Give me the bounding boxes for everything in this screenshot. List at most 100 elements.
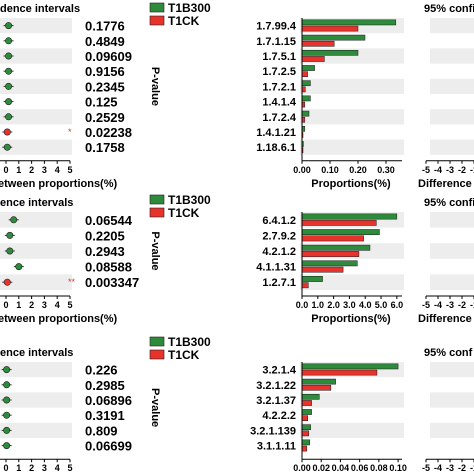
- ci-tick-label: 3: [42, 463, 47, 473]
- bar-tick-label: 2.0: [327, 300, 340, 310]
- ci-point: [3, 411, 11, 419]
- p-value-label: 0.003347: [85, 275, 139, 290]
- p-value-label: 0.02238: [85, 125, 132, 140]
- bar-t1b300: [301, 276, 323, 282]
- category-label: 3.2.1.22: [256, 380, 296, 392]
- bar-t1ck: [301, 282, 309, 289]
- category-label: 1.7.99.4: [256, 21, 297, 33]
- legend-swatch-t1ck: [149, 15, 165, 26]
- ci-point: [3, 278, 11, 286]
- ci-tick-label: 2: [29, 463, 34, 473]
- right-x-axis-label: Difference: [418, 313, 472, 325]
- bar-t1b300: [301, 409, 312, 415]
- right-tick-label: -2: [458, 165, 466, 175]
- category-label: 1.4.1.4: [262, 97, 297, 109]
- bar-stripe: [300, 392, 404, 408]
- p-value-label: 0.1776: [85, 19, 125, 34]
- ci-tick-label: 4: [55, 300, 60, 310]
- ci-tick-label: 4: [55, 165, 60, 175]
- right-tick-label: -4: [434, 463, 442, 473]
- p-value-label: 0.4849: [85, 34, 125, 49]
- ci-stripe: [0, 422, 72, 438]
- ci-x-axis-label: etween proportions(%): [0, 178, 118, 190]
- bar-t1ck: [301, 25, 359, 32]
- right-tick-label: -2: [458, 463, 466, 473]
- legend-label-t1b300: T1B300: [168, 335, 211, 349]
- ci-point: [15, 263, 23, 271]
- right-tick-label: -5: [422, 300, 430, 310]
- ci-point: [3, 396, 11, 404]
- category-label: 1.18.6.1: [256, 142, 296, 154]
- bar-tick-label: 4.0: [359, 300, 372, 310]
- p-value-label: 0.9156: [85, 64, 125, 79]
- bar-t1b300: [301, 244, 371, 251]
- bar-t1ck: [301, 235, 364, 242]
- category-label: 1.7.2.1: [262, 81, 296, 93]
- ci-panel-title: ence intervals: [0, 197, 73, 209]
- panel-1: dence intervals 0 1 2 3 4 5 etween proportions(…: [0, 1, 474, 190]
- bar-tick-label: 0.00: [293, 165, 311, 175]
- bar-t1ck: [301, 71, 308, 78]
- bar-t1b300: [301, 260, 358, 267]
- legend-swatch-t1ck: [149, 207, 165, 218]
- bar-t1b300: [301, 49, 359, 56]
- right-tick-label: -3: [446, 463, 454, 473]
- significance-marker: *: [68, 127, 72, 137]
- ci-stripe: [0, 212, 72, 228]
- bar-t1b300: [301, 424, 311, 431]
- right-panel-title: 95% conf: [424, 347, 473, 359]
- p-value-label: 0.09609: [85, 49, 132, 64]
- ci-point: [5, 52, 13, 60]
- bar-t1ck: [301, 415, 309, 422]
- bar-x-axis-label: Proportions(%): [311, 178, 391, 190]
- legend-swatch-t1b300: [149, 336, 165, 347]
- bar-tick-label: 3.0: [343, 300, 356, 310]
- ci-point: [5, 22, 13, 30]
- category-label: 1.7.2.5: [262, 66, 296, 78]
- ci-tick-label: 5: [67, 300, 72, 310]
- bar-t1b300: [301, 110, 310, 117]
- ci-tick-label: 4: [55, 463, 60, 473]
- category-label: 4.2.2.2: [262, 410, 296, 422]
- p-value-label: 0.125: [85, 95, 118, 110]
- p-value-label: 0.2529: [85, 110, 125, 125]
- right-stripe: [430, 392, 474, 408]
- right-stripe: [430, 139, 474, 155]
- ci-point: [5, 113, 13, 121]
- category-label: 4.2.1.2: [262, 246, 296, 258]
- category-label: 4.1.1.31: [256, 262, 296, 274]
- p-value-label: 0.06544: [85, 213, 133, 228]
- bar-t1b300: [301, 80, 311, 87]
- bar-tick-label: 0.08: [370, 463, 388, 473]
- legend-swatch-t1ck: [149, 349, 165, 360]
- right-tick-label: -1: [470, 165, 474, 175]
- p-value-label: 0.809: [85, 423, 118, 438]
- bar-t1b300: [301, 19, 397, 26]
- bar-t1b300: [301, 378, 336, 385]
- p-value-label: 0.08588: [85, 260, 132, 275]
- category-label: 1.4.1.21: [256, 127, 296, 139]
- bar-tick-label: 0.04: [332, 463, 350, 473]
- ci-tick-label: 5: [67, 463, 72, 473]
- bar-tick-label: 0.02: [312, 463, 330, 473]
- p-value-axis-title: P-value: [149, 67, 161, 106]
- ci-point: [6, 247, 14, 255]
- p-value-axis-title: P-value: [149, 388, 161, 427]
- legend-label-t1ck: T1CK: [168, 206, 200, 220]
- bar-t1ck: [301, 56, 325, 62]
- ci-stripe: [0, 78, 72, 94]
- right-stripe: [430, 212, 474, 228]
- significance-marker: **: [68, 277, 76, 287]
- right-stripe: [430, 78, 474, 94]
- category-label: 3.2.1.4: [262, 365, 297, 377]
- right-stripe: [430, 422, 474, 438]
- p-value-label: 0.06699: [85, 439, 132, 454]
- bar-tick-label: 0.20: [349, 165, 367, 175]
- bar-t1ck: [301, 266, 344, 273]
- ci-tick-label: 2: [29, 300, 34, 310]
- ci-tick-label: 1: [16, 463, 21, 473]
- bar-tick-label: 1.0: [312, 300, 325, 310]
- legend-label-t1ck: T1CK: [168, 348, 200, 362]
- p-value-label: 0.1758: [85, 140, 125, 155]
- ci-stripe: [0, 362, 72, 378]
